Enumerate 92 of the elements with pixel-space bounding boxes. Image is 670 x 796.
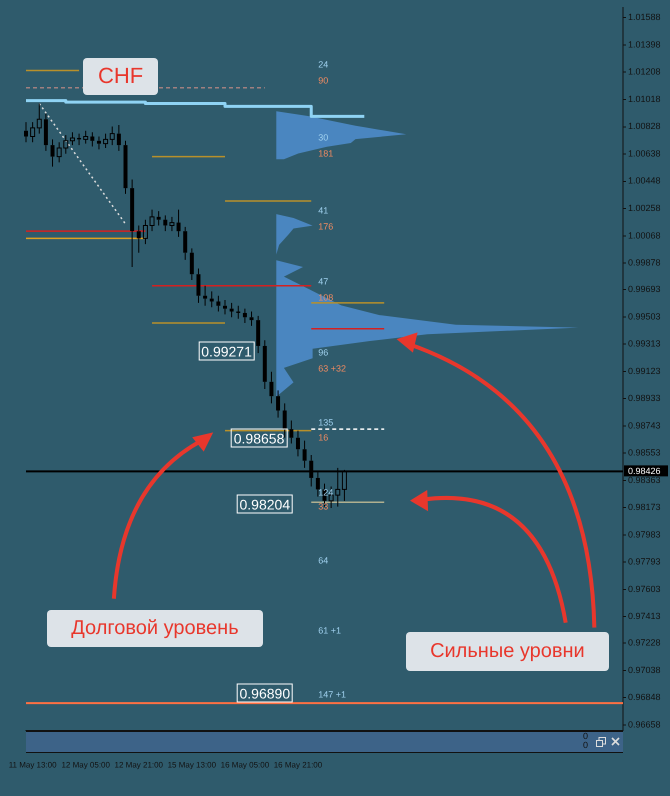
candlestick xyxy=(176,209,181,238)
annotation: 47 xyxy=(318,276,328,287)
y-tick-label: 0.96658 xyxy=(628,719,661,730)
annotation: 0.96890 xyxy=(236,683,294,702)
candlestick xyxy=(196,268,200,304)
ref-line-label: 0.98426 xyxy=(628,466,661,476)
annotation: 108 xyxy=(318,292,334,302)
candlestick xyxy=(203,285,208,306)
annotation: 0.98658 xyxy=(230,428,288,448)
y-tick-label: 0.97793 xyxy=(628,556,661,567)
x-tick-label: 12 May 05:00 xyxy=(61,760,110,770)
candlestick xyxy=(210,290,214,308)
candlestick xyxy=(136,224,141,254)
annotation: 96 xyxy=(318,347,328,358)
y-tick-label: 0.98553 xyxy=(628,448,661,458)
annotation: CHF xyxy=(83,58,158,95)
candlestick xyxy=(44,113,48,152)
y-tick-label: 1.00638 xyxy=(628,148,661,158)
annotation: 0.98204 xyxy=(236,494,294,513)
text: 0 xyxy=(583,731,588,742)
y-tick-label: 0.99123 xyxy=(628,366,661,376)
candlestick xyxy=(282,402,287,438)
y-tick-label: 0.98363 xyxy=(628,474,661,485)
y-tick-label: 0.97038 xyxy=(628,664,661,675)
candlestick xyxy=(230,302,234,318)
y-tick-label: 1.00258 xyxy=(628,203,661,214)
y-tick-label: 0.99693 xyxy=(628,284,661,294)
annotation: 135 xyxy=(318,417,334,428)
annotation: 147 +1 xyxy=(318,689,346,700)
y-tick-label: 0.97228 xyxy=(628,638,661,648)
y-tick-label: 0.96848 xyxy=(628,692,661,702)
y-tick-label: 1.00828 xyxy=(628,121,661,132)
x-tick-label: 16 May 21:00 xyxy=(274,760,323,770)
y-tick-label: 1.01208 xyxy=(628,66,661,77)
y-tick-label: 0.97983 xyxy=(628,529,661,540)
candlestick xyxy=(296,430,300,457)
candlestick xyxy=(242,308,247,324)
y-tick-label: 0.97413 xyxy=(628,611,661,622)
x-tick-label: 11 May 13:00 xyxy=(8,760,58,770)
y-tick-label: 0.98173 xyxy=(628,502,661,512)
annotation: 176 xyxy=(318,221,334,232)
candlestick xyxy=(90,132,94,148)
annotation: 33 xyxy=(318,502,328,512)
y-tick-label: 0.99503 xyxy=(628,311,661,322)
x-tick-label: 12 May 21:00 xyxy=(114,760,164,770)
y-tick-label: 0.99313 xyxy=(628,338,661,349)
y-tick-label: 1.00448 xyxy=(628,176,661,186)
candlestick xyxy=(124,140,128,194)
candlestick xyxy=(30,122,36,143)
annotation: 181 xyxy=(318,148,334,158)
annotation: 0.99271 xyxy=(198,341,255,360)
x-tick-label: 15 May 13:00 xyxy=(168,760,217,770)
candlestick xyxy=(276,390,280,418)
annotation: 64 xyxy=(318,556,328,566)
annotation: 16 xyxy=(318,432,328,443)
candlestick xyxy=(24,122,28,143)
annotation: 30 xyxy=(318,132,328,143)
x-tick-label: 16 May 05:00 xyxy=(220,760,270,770)
candlestick xyxy=(216,295,220,312)
candlestick xyxy=(256,315,260,354)
candlestick xyxy=(36,103,42,134)
y-tick-label: 0.99878 xyxy=(628,258,661,268)
annotation: Сильные уровни xyxy=(406,632,609,671)
text: 0 xyxy=(583,740,588,750)
candlestick xyxy=(163,214,168,232)
candlestick xyxy=(289,420,294,444)
y-tick-label: 0.98743 xyxy=(628,420,661,430)
candlestick xyxy=(262,340,267,390)
candlestick xyxy=(169,216,174,232)
annotation: 61 +1 xyxy=(318,626,342,636)
candlestick xyxy=(190,248,194,280)
annotation: Долговой уровень xyxy=(47,610,263,647)
candlestick xyxy=(77,133,82,146)
annotation: 63 +32 xyxy=(318,363,346,374)
candlestick xyxy=(116,124,121,152)
candlestick xyxy=(302,440,307,468)
y-tick-label: 1.00068 xyxy=(628,230,661,240)
annotation: 41 xyxy=(318,206,328,216)
y-tick-label: 1.01588 xyxy=(628,12,661,22)
y-tick-label: 0.98933 xyxy=(628,393,661,404)
candlestick xyxy=(56,142,62,163)
candlestick xyxy=(50,138,55,168)
candlestick xyxy=(183,226,188,260)
candlestick xyxy=(269,371,274,404)
candlestick xyxy=(83,130,88,144)
y-tick-label: 1.01018 xyxy=(628,94,661,104)
candlestick xyxy=(236,305,240,320)
candlestick xyxy=(130,179,134,268)
y-tick-label: 0.97603 xyxy=(628,584,661,594)
annotation: 90 xyxy=(318,76,328,86)
annotation: 24 xyxy=(318,60,328,70)
y-tick-label: 1.01398 xyxy=(628,39,661,50)
